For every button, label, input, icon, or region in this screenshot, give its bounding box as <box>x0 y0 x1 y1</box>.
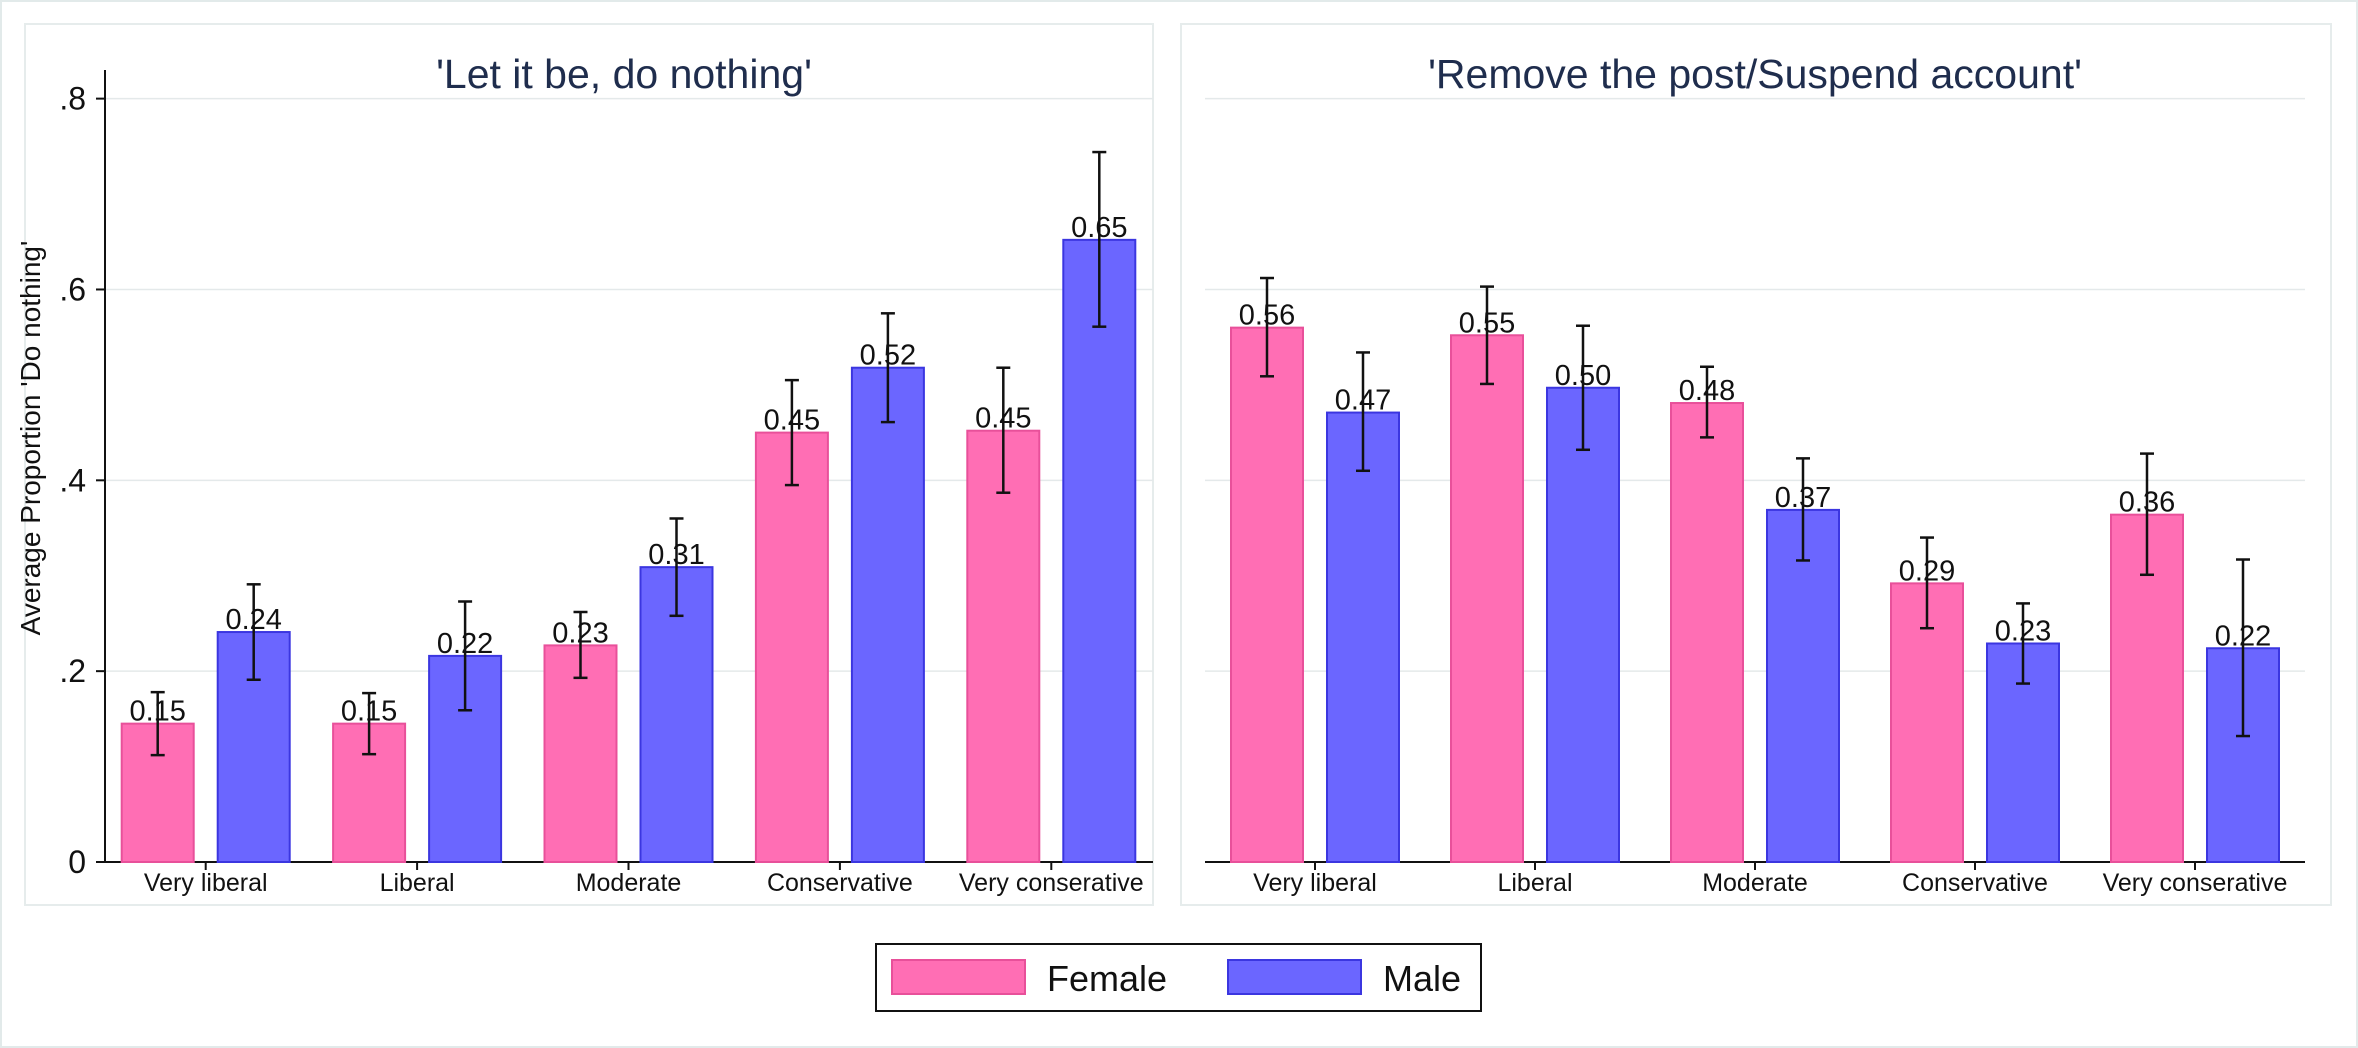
y-tick-label: 0 <box>68 844 86 880</box>
y-tick-label: .8 <box>59 81 86 117</box>
bar-male <box>1062 238 1137 864</box>
x-tick-label: Conservative <box>767 869 913 897</box>
bar-female <box>1230 326 1304 863</box>
legend-swatch-female <box>891 959 1026 995</box>
bar-male <box>1766 508 1840 863</box>
x-tick-label: Very liberal <box>1253 869 1377 897</box>
panel-title: 'Let it be, do nothing' <box>436 51 812 97</box>
data-label: 0.23 <box>1995 615 2051 647</box>
data-label: 0.31 <box>648 539 704 571</box>
y-tick-label: .4 <box>59 462 86 498</box>
legend-swatch-male <box>1227 959 1362 995</box>
data-label: 0.45 <box>764 405 820 437</box>
data-label: 0.45 <box>975 403 1031 435</box>
data-label: 0.15 <box>129 696 185 728</box>
bar-female <box>1670 402 1744 863</box>
panel-title: 'Remove the post/Suspend account' <box>1428 51 2082 97</box>
data-label: 0.29 <box>1899 555 1955 587</box>
x-tick-label: Moderate <box>576 869 682 897</box>
bar-female <box>966 429 1041 863</box>
y-axis-label: Average Proportion 'Do nothing' <box>15 241 46 636</box>
x-tick-label: Very liberal <box>144 869 268 897</box>
bar-male <box>1546 386 1620 863</box>
data-label: 0.24 <box>225 604 281 636</box>
legend-label-female: Female <box>1047 958 1167 999</box>
data-label: 0.55 <box>1459 307 1515 339</box>
x-tick-label: Very conserative <box>959 869 1144 897</box>
data-label: 0.50 <box>1555 360 1611 392</box>
bar-female <box>1890 582 1964 863</box>
bar-male <box>850 366 925 863</box>
bar-female <box>543 644 618 863</box>
data-label: 0.56 <box>1239 300 1295 332</box>
bar-female <box>1450 334 1524 863</box>
data-label: 0.52 <box>860 340 916 372</box>
data-label: 0.23 <box>552 617 608 649</box>
data-label: 0.47 <box>1335 385 1391 417</box>
data-label: 0.48 <box>1679 375 1735 407</box>
bar-female <box>754 431 829 863</box>
legend-label-male: Male <box>1383 958 1461 999</box>
bar-male <box>1326 411 1400 863</box>
y-tick-label: .6 <box>59 271 86 307</box>
x-tick-label: Liberal <box>380 869 455 897</box>
data-label: 0.37 <box>1775 482 1831 514</box>
y-tick-label: .2 <box>59 653 86 689</box>
data-label: 0.15 <box>341 696 397 728</box>
x-tick-label: Very conserative <box>2103 869 2288 897</box>
data-label: 0.36 <box>2119 487 2175 519</box>
data-label: 0.65 <box>1071 212 1127 244</box>
data-label: 0.22 <box>2215 620 2271 652</box>
x-tick-label: Liberal <box>1497 869 1572 897</box>
x-tick-label: Conservative <box>1902 869 2048 897</box>
x-tick-label: Moderate <box>1702 869 1808 897</box>
data-label: 0.22 <box>437 628 493 660</box>
